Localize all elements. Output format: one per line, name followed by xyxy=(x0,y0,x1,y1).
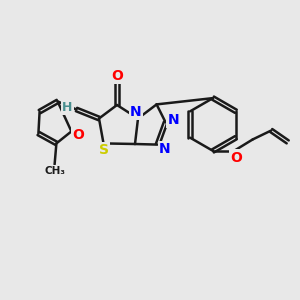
Text: O: O xyxy=(72,128,84,142)
Text: N: N xyxy=(130,105,141,119)
Text: N: N xyxy=(167,113,179,127)
Text: CH₃: CH₃ xyxy=(44,166,65,176)
Text: H: H xyxy=(62,100,73,114)
Text: O: O xyxy=(111,69,123,83)
Text: N: N xyxy=(159,142,171,156)
Text: S: S xyxy=(99,143,109,157)
Text: O: O xyxy=(230,151,242,164)
